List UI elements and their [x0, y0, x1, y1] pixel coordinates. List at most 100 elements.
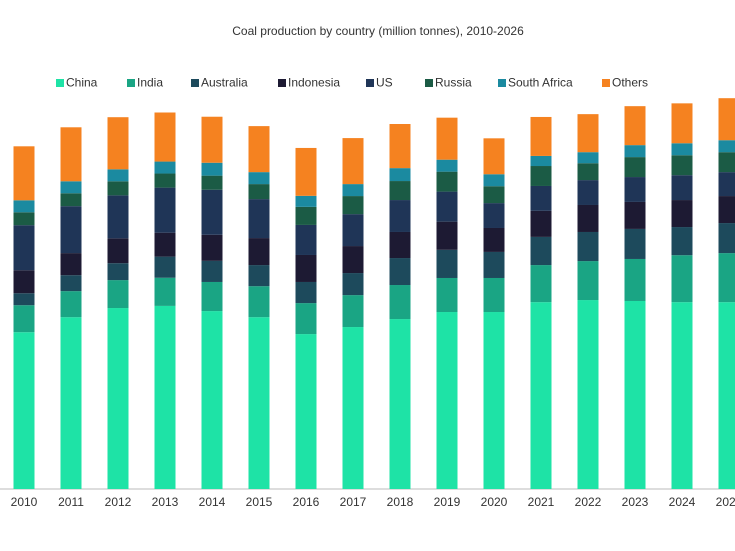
bar-segment	[60, 127, 82, 182]
bar-segment	[389, 285, 411, 320]
legend-label: Australia	[201, 76, 248, 90]
legend-swatch	[425, 79, 433, 87]
bar-segment	[671, 227, 693, 256]
x-tick-label: 2011	[58, 495, 84, 509]
x-tick-label: 2022	[575, 495, 602, 509]
bar-segment	[624, 300, 646, 489]
bar-segment	[530, 210, 552, 237]
bar-segment	[154, 187, 176, 233]
bar-segment	[342, 273, 364, 296]
bar-segment	[530, 166, 552, 186]
x-tick-label: 2019	[434, 495, 461, 509]
bar-segment	[624, 145, 646, 158]
bar-segment	[577, 261, 599, 301]
bar-segment	[154, 305, 176, 489]
bar-segment	[60, 291, 82, 318]
bar-segment	[577, 300, 599, 489]
bar-segment	[154, 277, 176, 306]
bar-segment	[389, 168, 411, 182]
bar-segment	[718, 172, 735, 197]
bar-segment	[718, 253, 735, 303]
bar-segment	[107, 195, 129, 239]
bar-segment	[671, 255, 693, 303]
bar-segment	[107, 263, 129, 281]
bar-segment	[577, 204, 599, 232]
bar-segment	[13, 270, 35, 294]
x-tick-label: 2014	[199, 495, 226, 509]
bar-segment	[483, 138, 505, 175]
bar-segment	[342, 295, 364, 328]
x-tick-label: 2015	[246, 495, 273, 509]
bar-segment	[389, 258, 411, 286]
bar-segment	[295, 334, 317, 489]
bar-segment	[483, 277, 505, 313]
bar-segment	[60, 253, 82, 276]
x-tick-label: 2012	[105, 495, 132, 509]
x-tick-label: 2013	[152, 495, 179, 509]
x-tick-label: 2024	[669, 495, 696, 509]
bar-segment	[154, 173, 176, 188]
bar-segment	[389, 181, 411, 201]
bar-segment	[624, 106, 646, 146]
bar-segment	[248, 126, 270, 173]
bar-segment	[436, 191, 458, 222]
bar-segment	[13, 332, 35, 489]
bar-segment	[530, 302, 552, 489]
bar-segment	[154, 161, 176, 174]
legend-label: India	[137, 76, 163, 90]
bar-segment	[624, 201, 646, 229]
bar-segment	[13, 212, 35, 226]
legend-swatch	[191, 79, 199, 87]
bar-segment	[13, 293, 35, 306]
bar-segment	[248, 238, 270, 266]
bar-segment	[530, 265, 552, 303]
legend-label: Indonesia	[288, 76, 340, 90]
bar-segment	[295, 254, 317, 282]
x-tick-label: 2010	[11, 495, 38, 509]
bar-segment	[483, 174, 505, 187]
bar-segment	[107, 238, 129, 264]
bar-segment	[436, 171, 458, 192]
bar-segment	[671, 155, 693, 176]
x-tick-label: 2020	[481, 495, 508, 509]
x-tick-label: 2017	[340, 495, 367, 509]
bar-segment	[13, 146, 35, 201]
bar-segment	[248, 172, 270, 185]
bar-segment	[577, 231, 599, 262]
bar-segment	[577, 152, 599, 164]
bar-segment	[624, 177, 646, 202]
bar-segment	[107, 117, 129, 170]
x-tick-label: 2021	[528, 495, 555, 509]
bar-segment	[107, 181, 129, 196]
bar-segment	[201, 260, 223, 282]
bar-segment	[671, 143, 693, 156]
bar-segment	[342, 184, 364, 197]
bar-segment	[201, 175, 223, 190]
bar-segment	[483, 312, 505, 489]
bar-segment	[624, 258, 646, 301]
bar-segment	[483, 203, 505, 228]
bar-segment	[201, 162, 223, 176]
bar-segment	[342, 196, 364, 215]
bar-segment	[577, 180, 599, 205]
bar-segment	[60, 181, 82, 194]
bar-segment	[389, 319, 411, 489]
bar-segment	[436, 117, 458, 160]
chart-title: Coal production by country (million tonn…	[232, 24, 524, 38]
bar-segment	[389, 231, 411, 259]
bar-segment	[436, 159, 458, 172]
bar-segment	[60, 193, 82, 207]
bar-segment	[483, 186, 505, 204]
bar-segment	[13, 305, 35, 333]
bar-segment	[530, 185, 552, 211]
bar-segment	[248, 265, 270, 287]
bar-segment	[577, 163, 599, 181]
bar-segment	[248, 286, 270, 318]
bar-segment	[342, 138, 364, 185]
bar-segment	[389, 124, 411, 169]
legend-label: US	[376, 76, 393, 90]
bar-segment	[671, 103, 693, 144]
bar-segment	[201, 189, 223, 235]
